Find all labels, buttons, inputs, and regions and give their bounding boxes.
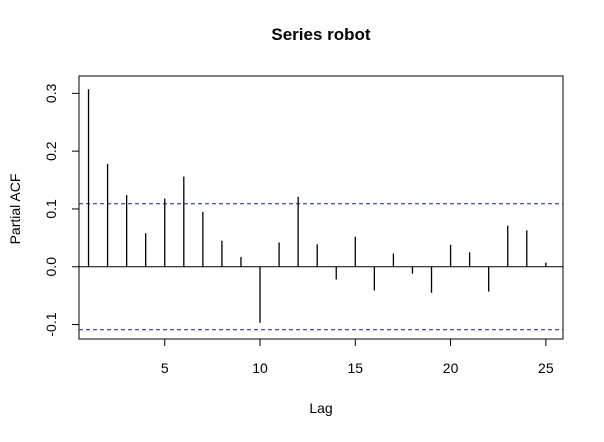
y-tick-label-2: 0.1: [43, 199, 59, 219]
y-tick-label-0: -0.1: [43, 312, 59, 336]
plot-area: 5 10 15 20 25 -0.1 0.0 0.1 0.2 0.3: [43, 75, 564, 376]
x-tick-label-25: 25: [538, 360, 554, 376]
plot-frame: [78, 75, 564, 340]
y-tick-label-1: 0.0: [43, 257, 59, 277]
x-tick-label-5: 5: [161, 360, 169, 376]
x-tick-label-10: 10: [252, 360, 268, 376]
y-axis-label: Partial ACF: [7, 174, 23, 245]
x-tick-label-20: 20: [443, 360, 459, 376]
x-axis-label: Lag: [309, 400, 332, 416]
y-tick-label-4: 0.3: [43, 83, 59, 103]
y-tick-label-3: 0.2: [43, 141, 59, 161]
x-tick-label-15: 15: [348, 360, 364, 376]
chart-title: Series robot: [271, 25, 371, 44]
